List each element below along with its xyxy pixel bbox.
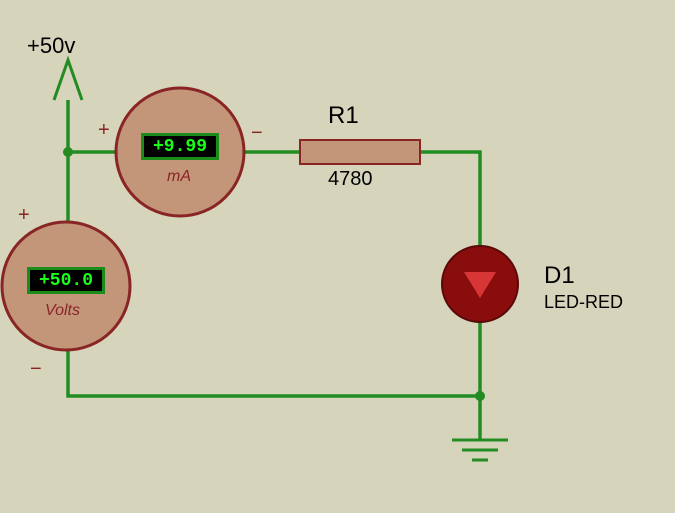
voltmeter-unit: Volts — [45, 302, 80, 320]
ammeter-unit: mA — [167, 168, 191, 186]
led-name: D1 — [544, 262, 575, 290]
source-arrow-icon — [54, 60, 82, 100]
circuit-canvas — [0, 0, 675, 513]
ground-icon — [452, 440, 508, 460]
led-body — [442, 246, 518, 322]
voltmeter-plus: + — [18, 204, 30, 227]
ammeter-display: +9.99 — [141, 133, 219, 160]
led-type: LED-RED — [544, 292, 623, 313]
voltmeter-minus: − — [30, 358, 42, 381]
source-label: +50v — [27, 33, 75, 59]
resistor-name: R1 — [328, 102, 359, 130]
ammeter-minus: − — [251, 122, 263, 145]
ammeter-plus: + — [98, 119, 110, 142]
resistor-body — [300, 140, 420, 164]
resistor-value: 4780 — [328, 168, 373, 191]
voltmeter-display: +50.0 — [27, 267, 105, 294]
